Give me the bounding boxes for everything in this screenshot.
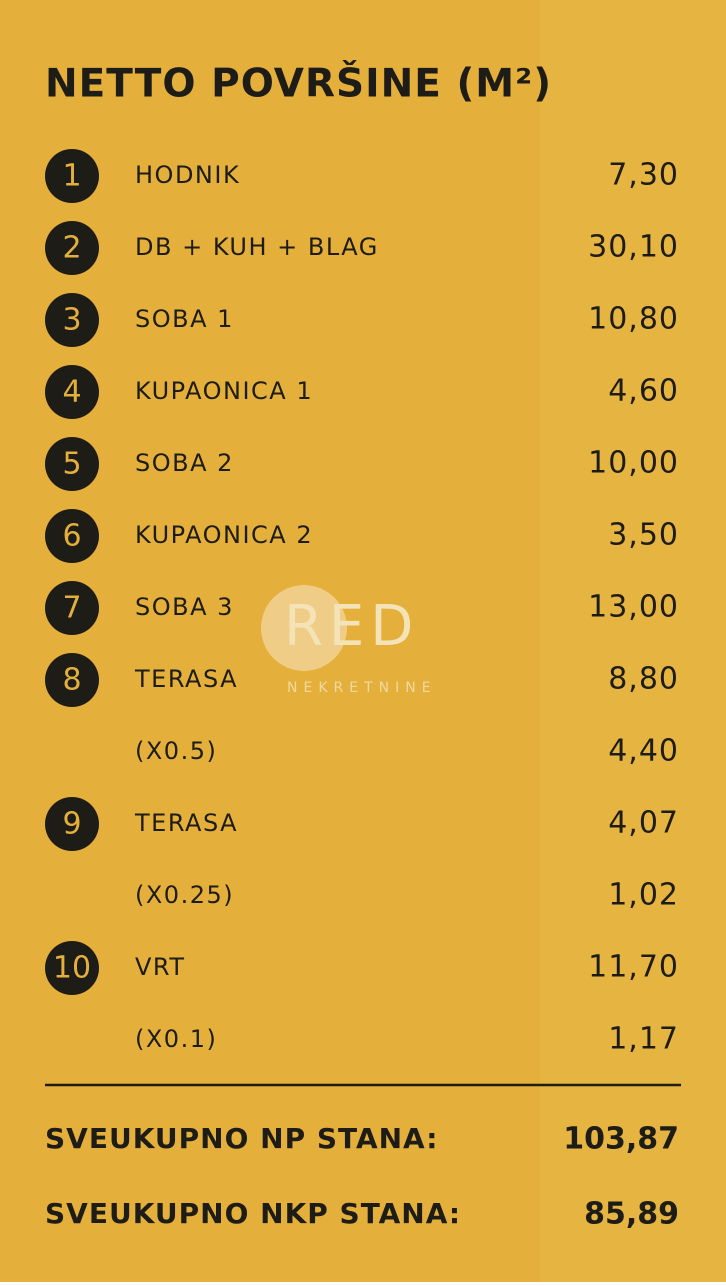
row-label: SOBA 2 xyxy=(135,449,234,477)
row-value: 1,17 xyxy=(608,1022,679,1057)
row-label: (X0.5) xyxy=(135,737,217,765)
badge xyxy=(45,509,99,563)
badge xyxy=(45,365,99,419)
row-value: 3,50 xyxy=(608,518,679,553)
total-value: 103,87 xyxy=(563,1122,679,1157)
badge xyxy=(45,221,99,275)
badge-number: 1 xyxy=(62,159,81,194)
row-value: 7,30 xyxy=(608,158,679,193)
row-label: (X0.25) xyxy=(135,881,234,909)
logo-circle xyxy=(261,585,347,671)
row-label: SOBA 1 xyxy=(135,305,234,333)
logo: RED xyxy=(284,594,419,659)
badge xyxy=(45,653,99,707)
badge-number: 5 xyxy=(62,447,81,482)
badge xyxy=(45,149,99,203)
row-value: 10,00 xyxy=(588,446,679,481)
row-value: 13,00 xyxy=(588,590,679,625)
badge-number: 9 xyxy=(62,807,81,842)
badge-number: 2 xyxy=(62,231,81,266)
badge xyxy=(45,941,99,995)
row-value: 1,02 xyxy=(608,878,679,913)
row-label: (X0.1) xyxy=(135,1025,217,1053)
row-label: VRT xyxy=(135,953,186,981)
title: NETTO POVRŠINE (M²) xyxy=(45,60,552,107)
badge xyxy=(45,437,99,491)
row-label: KUPAONICA 1 xyxy=(135,377,313,405)
badge-number: 4 xyxy=(62,375,81,410)
badge xyxy=(45,293,99,347)
row-label: KUPAONICA 2 xyxy=(135,521,313,549)
row-label: DB + KUH + BLAG xyxy=(135,233,379,261)
badge-number: 3 xyxy=(62,303,81,338)
badge-number: 10 xyxy=(53,951,91,986)
total-label: SVEUKUPNO NP STANA: xyxy=(45,1122,438,1155)
row-label: TERASA xyxy=(134,809,238,837)
badge xyxy=(45,797,99,851)
badge-number: 8 xyxy=(62,663,81,698)
row-value: 10,80 xyxy=(588,302,679,337)
badge xyxy=(45,581,99,635)
row-label: SOBA 3 xyxy=(135,593,234,621)
total-value: 85,89 xyxy=(584,1197,679,1232)
badge-number: 7 xyxy=(62,591,81,626)
badge-number: 6 xyxy=(62,519,81,554)
row-value: 30,10 xyxy=(588,230,679,265)
row-value: 8,80 xyxy=(608,662,679,697)
row-value: 4,60 xyxy=(608,374,679,409)
total-label: SVEUKUPNO NKP STANA: xyxy=(45,1197,461,1230)
row-value: 4,40 xyxy=(608,734,679,769)
logo-subtitle: NEKRETNINE xyxy=(287,680,437,696)
row-value: 4,07 xyxy=(608,806,679,841)
row-label: HODNIK xyxy=(135,161,240,189)
row-value: 11,70 xyxy=(588,950,679,985)
row-label: TERASA xyxy=(134,665,238,693)
background-shade xyxy=(540,0,726,1282)
